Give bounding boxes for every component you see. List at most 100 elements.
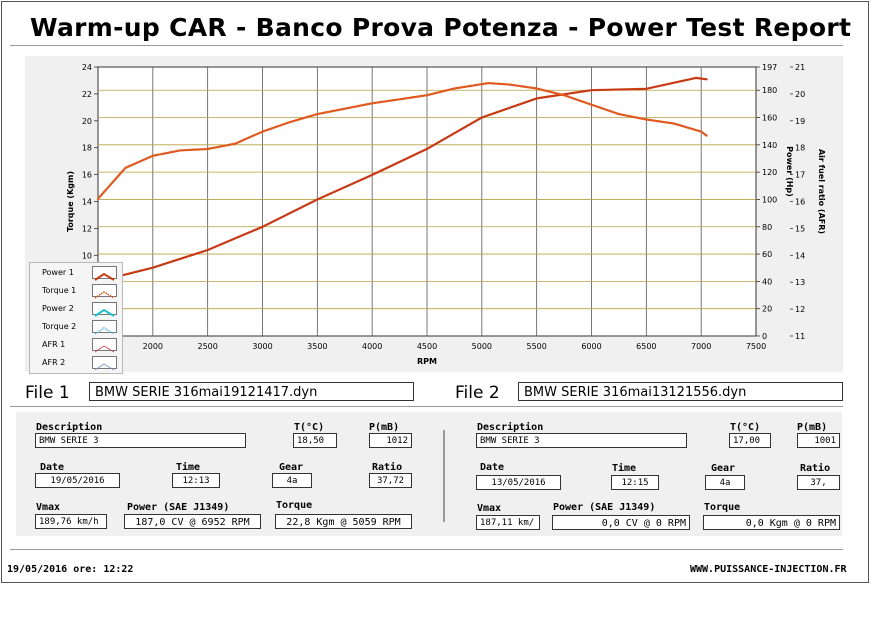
x-tick-label: 4000 [362, 342, 382, 351]
run2-ratio-value: 37, [797, 475, 840, 490]
run1-torque-value: 22,8 Kgm @ 5059 RPM [275, 514, 412, 529]
torque-tick-label: 18 [82, 144, 92, 153]
torque-tick-label: 10 [82, 251, 92, 260]
series-line-power-1 [118, 76, 708, 277]
afr-tick-label: 21 [795, 63, 805, 72]
run2-gear-value: 4a [705, 475, 745, 490]
run1-gear-label: Gear [279, 462, 304, 473]
torque-tick-label: 14 [82, 198, 92, 207]
run2-gear-label: Gear [711, 463, 736, 474]
x-axis-label: RPM [417, 357, 437, 366]
afr-tick-label: 17 [795, 171, 805, 180]
run2-time-label: Time [612, 463, 637, 474]
power-tick-label: 140 [762, 141, 777, 150]
run1-ratio-value: 37,72 [369, 473, 412, 488]
file1-label: File 1 [25, 383, 70, 403]
title-rule [10, 45, 843, 46]
section-rule [10, 406, 843, 407]
power-axis-label: Power (Hp) [785, 146, 794, 197]
run2-vmax-label: Vmax [477, 503, 502, 514]
run-separator [443, 430, 445, 522]
legend-label: Power 1 [42, 268, 74, 277]
x-tick-label: 3000 [252, 342, 272, 351]
legend-swatch-power2 [92, 302, 117, 317]
afr-tick-label: 13 [795, 278, 805, 287]
file2-label: File 2 [455, 383, 500, 403]
torque-tick-label: 16 [82, 171, 92, 180]
footer-datetime: 19/05/2016 ore: 12:22 [7, 564, 134, 575]
run1-power-value: 187,0 CV @ 6952 RPM [124, 514, 261, 529]
afr-tick-label: 19 [795, 117, 805, 126]
legend-swatch-torque1 [92, 284, 117, 299]
power-tick-label: 120 [762, 168, 777, 177]
x-tick-label: 6500 [636, 342, 656, 351]
run2-date-value: 13/05/2016 [476, 475, 561, 490]
torque-tick-label: 22 [82, 90, 92, 99]
run2-pressure-label: P(mB) [797, 422, 828, 433]
power-torque-chart: 2000 2500 3000 3500 4000 4500 5000 5500 6000 6500… [66, 63, 826, 366]
run2-vmax-value: 187,11 km/ [476, 515, 540, 530]
report-title: Warm-up CAR - Banco Prova Potenza - Powe… [30, 13, 852, 42]
footer-website: WWW.PUISSANCE-INJECTION.FR [690, 564, 847, 575]
x-tick-label: 2000 [143, 342, 163, 351]
footer-rule [10, 549, 843, 550]
legend-swatch-afr1 [92, 338, 117, 353]
legend-item: Power 2 [30, 301, 122, 318]
run2-time-value: 12:15 [611, 475, 659, 490]
power-tick-label: 197 [762, 63, 777, 72]
power-tick-label: 20 [762, 305, 772, 314]
x-tick-label: 7000 [691, 342, 711, 351]
series-line-torque-1 [96, 82, 708, 200]
afr-tick-label: 15 [795, 224, 805, 233]
power-tick-label: 80 [762, 223, 772, 232]
run1-pressure-label: P(mB) [369, 422, 400, 433]
run2-ratio-label: Ratio [800, 463, 831, 474]
run1-pressure-value: 1012 [369, 433, 412, 448]
run1-ratio-label: Ratio [372, 462, 403, 473]
legend-label: AFR 2 [42, 358, 66, 367]
run2-description-value: BMW SERIE 3 [476, 433, 687, 448]
run1-date-value: 19/05/2016 [35, 473, 120, 488]
torque-tick-label: 20 [82, 117, 92, 126]
legend-item: AFR 1 [30, 337, 122, 354]
run2-description-label: Description [477, 422, 544, 433]
x-tick-label: 3500 [307, 342, 327, 351]
legend-swatch-torque2 [92, 320, 117, 335]
afr-tick-label: 11 [795, 332, 805, 341]
power-tick-label: 0 [762, 332, 767, 341]
run1-description-label: Description [36, 422, 103, 433]
legend-item: Power 1 [30, 265, 122, 282]
power-tick-label: 180 [762, 86, 777, 95]
x-tick-label: 2500 [197, 342, 217, 351]
afr-tick-label: 14 [795, 251, 805, 260]
run1-power-label: Power (SAE J1349) [127, 502, 230, 513]
run1-time-label: Time [176, 462, 201, 473]
run2-power-label: Power (SAE J1349) [553, 502, 656, 513]
legend-item: Torque 1 [30, 283, 122, 300]
x-tick-label: 5000 [472, 342, 492, 351]
power-tick-label: 100 [762, 195, 777, 204]
file2-name-field[interactable]: BMW SERIE 316mai13121556.dyn [518, 382, 843, 401]
legend-item: Torque 2 [30, 319, 122, 336]
legend-swatch-power1 [92, 266, 117, 281]
afr-tick-label: 16 [795, 198, 805, 207]
run2-temp-value: 17,00 [729, 433, 771, 448]
x-tick-label: 7500 [746, 342, 766, 351]
run1-temp-label: T(°C) [294, 422, 325, 433]
run2-temp-label: T(°C) [730, 422, 761, 433]
chart-legend: Power 1 Torque 1 Power 2 Torque 2 AFR 1 … [29, 262, 123, 374]
power-tick-label: 160 [762, 114, 777, 123]
legend-label: Power 2 [42, 304, 74, 313]
file1-name-field[interactable]: BMW SERIE 316mai19121417.dyn [89, 382, 414, 401]
run2-power-value: 0,0 CV @ 0 RPM [552, 515, 690, 530]
run1-vmax-value: 189,76 km/h [35, 514, 107, 529]
afr-axis-label: Air fuel ratio (AFR) [817, 149, 826, 234]
run2-torque-value: 0,0 Kgm @ 0 RPM [703, 515, 840, 530]
legend-swatch-afr2 [92, 356, 117, 371]
legend-label: AFR 1 [42, 340, 66, 349]
run2-pressure-value: 1001 [797, 433, 840, 448]
run1-date-label: Date [40, 462, 65, 473]
legend-label: Torque 1 [42, 286, 77, 295]
afr-tick-label: 18 [795, 144, 805, 153]
torque-tick-label: 12 [82, 224, 92, 233]
